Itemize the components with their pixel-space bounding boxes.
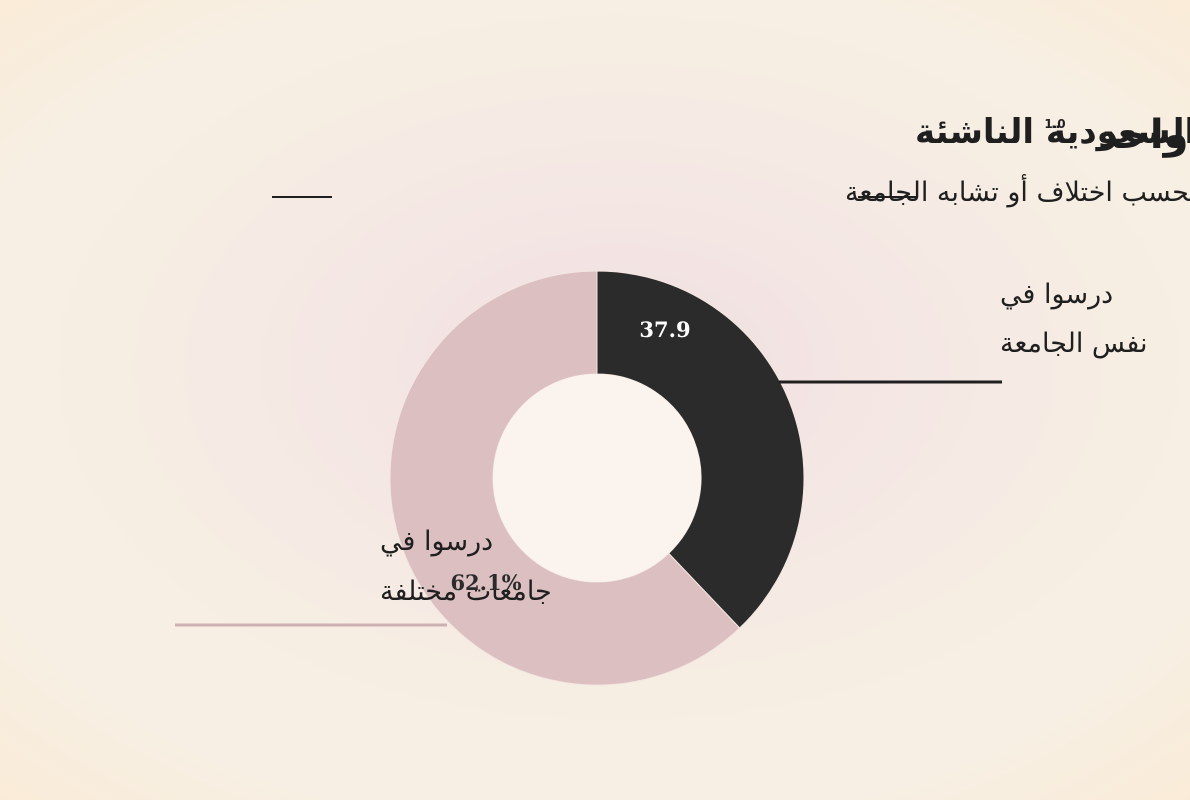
donut-hole [493,374,701,582]
slice-same-university [596,270,805,629]
brand-logo: صفر لـ واحد 1.0 [1044,112,1190,158]
slice-label-same-university-line2: نفس الجامعة [1000,328,1148,359]
donut-slices [389,270,805,686]
slice-value-same-university: 37.9 [639,317,690,342]
brand-logo-text: صفر لـ واحد [1098,112,1190,158]
brand-logo-mark: 1.0 [1044,117,1065,131]
chart-title: مؤسسين الشركات السعودية الناشئة [915,112,1190,152]
slice-label-different-universities-line1: درسوا في [380,526,493,557]
slice-value-different-universities: 62.1% [450,570,521,595]
chart-subtitle: بحسب اختلاف أو تشابه الجامعة [845,173,1190,208]
slice-label-same-university-line1: درسوا في [1000,279,1113,310]
slice-label-different-universities-line2: جامعات مختلفة [380,576,552,607]
